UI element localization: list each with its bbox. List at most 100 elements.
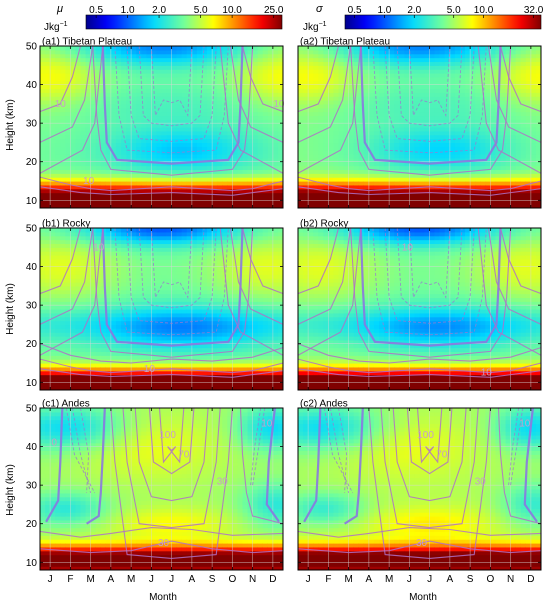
heatmap-cell bbox=[161, 200, 168, 205]
heatmap-cell bbox=[530, 65, 537, 70]
heatmap-cell bbox=[181, 192, 188, 198]
heatmap-cell bbox=[70, 69, 77, 74]
heatmap-cell bbox=[126, 289, 132, 295]
heatmap-cell bbox=[252, 53, 259, 59]
heatmap-cell bbox=[252, 134, 259, 140]
heatmap-cell bbox=[485, 49, 491, 55]
heatmap-cell bbox=[80, 57, 87, 63]
heatmap-cell bbox=[242, 107, 249, 113]
heatmap-cell bbox=[267, 100, 274, 105]
heatmap-cell bbox=[95, 355, 102, 360]
heatmap-cell bbox=[460, 69, 466, 74]
heatmap-cell bbox=[90, 115, 97, 120]
heatmap-cell bbox=[80, 46, 87, 51]
heatmap-cell bbox=[232, 49, 239, 55]
heatmap-cell bbox=[212, 53, 218, 59]
heatmap-cell bbox=[121, 142, 127, 147]
heatmap-cell bbox=[196, 103, 203, 109]
heatmap-cell bbox=[191, 107, 198, 113]
heatmap-cell bbox=[80, 154, 87, 159]
heatmap-cell bbox=[217, 123, 223, 128]
heatmap-cell bbox=[399, 192, 405, 198]
heatmap-cell bbox=[40, 297, 46, 302]
heatmap-cell bbox=[151, 73, 158, 78]
heatmap-cell bbox=[444, 65, 451, 70]
heatmap-cell bbox=[191, 169, 198, 174]
heatmap-cell bbox=[424, 115, 431, 120]
heatmap-cell bbox=[444, 134, 451, 140]
heatmap-cell bbox=[470, 150, 476, 155]
heatmap-cell bbox=[80, 359, 87, 364]
heatmap-cell bbox=[110, 235, 117, 241]
heatmap-cell bbox=[131, 130, 137, 136]
heatmap-cell bbox=[298, 61, 304, 66]
heatmap-cell bbox=[110, 239, 117, 245]
heatmap-cell bbox=[373, 169, 380, 174]
heatmap-cell bbox=[161, 196, 168, 201]
heatmap-cell bbox=[338, 181, 345, 186]
heatmap-cell bbox=[318, 200, 324, 205]
heatmap-cell bbox=[85, 293, 92, 299]
heatmap-cell bbox=[60, 270, 66, 275]
heatmap-cell bbox=[272, 173, 279, 178]
heatmap-cell bbox=[530, 49, 537, 55]
heatmap-cell bbox=[439, 80, 446, 86]
heatmap-cell bbox=[136, 188, 142, 194]
heatmap-cell bbox=[126, 305, 132, 310]
heatmap-cell bbox=[242, 134, 249, 140]
heatmap-cell bbox=[50, 100, 56, 105]
heatmap-cell bbox=[389, 57, 395, 63]
heatmap-cell bbox=[313, 80, 319, 86]
heatmap-cell bbox=[207, 115, 213, 120]
heatmap-cell bbox=[55, 107, 61, 113]
heatmap-cell bbox=[222, 130, 228, 136]
colorbar-tick-label: 10.0 bbox=[222, 5, 242, 16]
heatmap-cell bbox=[247, 46, 254, 51]
heatmap-cell bbox=[70, 247, 77, 252]
heatmap-cell bbox=[500, 200, 507, 205]
heatmap-cell bbox=[465, 150, 471, 155]
heatmap-cell bbox=[196, 49, 203, 55]
heatmap-cell bbox=[247, 138, 254, 144]
heatmap-cell bbox=[45, 84, 51, 90]
heatmap-cell bbox=[156, 196, 163, 201]
heatmap-cell bbox=[429, 196, 436, 201]
heatmap-cell bbox=[510, 123, 517, 128]
y-tick-label: 10 bbox=[26, 196, 38, 207]
heatmap-cell bbox=[146, 96, 152, 101]
heatmap-cell bbox=[161, 69, 168, 74]
heatmap-cell bbox=[90, 378, 97, 383]
heatmap-cell bbox=[444, 80, 451, 86]
heatmap-cell bbox=[136, 150, 142, 155]
heatmap-cell bbox=[141, 80, 147, 86]
heatmap-cell bbox=[298, 127, 304, 132]
heatmap-cell bbox=[121, 177, 127, 182]
heatmap-cell bbox=[510, 165, 517, 171]
heatmap-cell bbox=[115, 378, 122, 383]
heatmap-cell bbox=[404, 192, 410, 198]
heatmap-cell bbox=[454, 184, 461, 190]
heatmap-cell bbox=[308, 192, 314, 198]
heatmap-cell bbox=[490, 184, 497, 190]
heatmap-cell bbox=[308, 134, 314, 140]
heatmap-cell bbox=[212, 73, 218, 78]
heatmap-cell bbox=[399, 188, 405, 194]
heatmap-cell bbox=[85, 274, 92, 279]
heatmap-cell bbox=[146, 123, 152, 128]
heatmap-cell bbox=[90, 374, 97, 380]
heatmap-cell bbox=[373, 204, 380, 208]
heatmap-cell bbox=[257, 150, 264, 155]
heatmap-cell bbox=[434, 46, 441, 51]
heatmap-cell bbox=[439, 46, 446, 51]
heatmap-cell bbox=[348, 92, 355, 97]
heatmap-cell bbox=[55, 127, 61, 132]
heatmap-cell bbox=[343, 119, 350, 124]
heatmap-cell bbox=[414, 157, 421, 163]
heatmap-cell bbox=[303, 111, 309, 117]
heatmap-cell bbox=[115, 127, 122, 132]
heatmap-cell bbox=[373, 119, 380, 124]
heatmap-cell bbox=[45, 382, 51, 387]
heatmap-cell bbox=[115, 297, 122, 302]
heatmap-cell bbox=[267, 146, 274, 151]
heatmap-cell bbox=[176, 173, 183, 178]
